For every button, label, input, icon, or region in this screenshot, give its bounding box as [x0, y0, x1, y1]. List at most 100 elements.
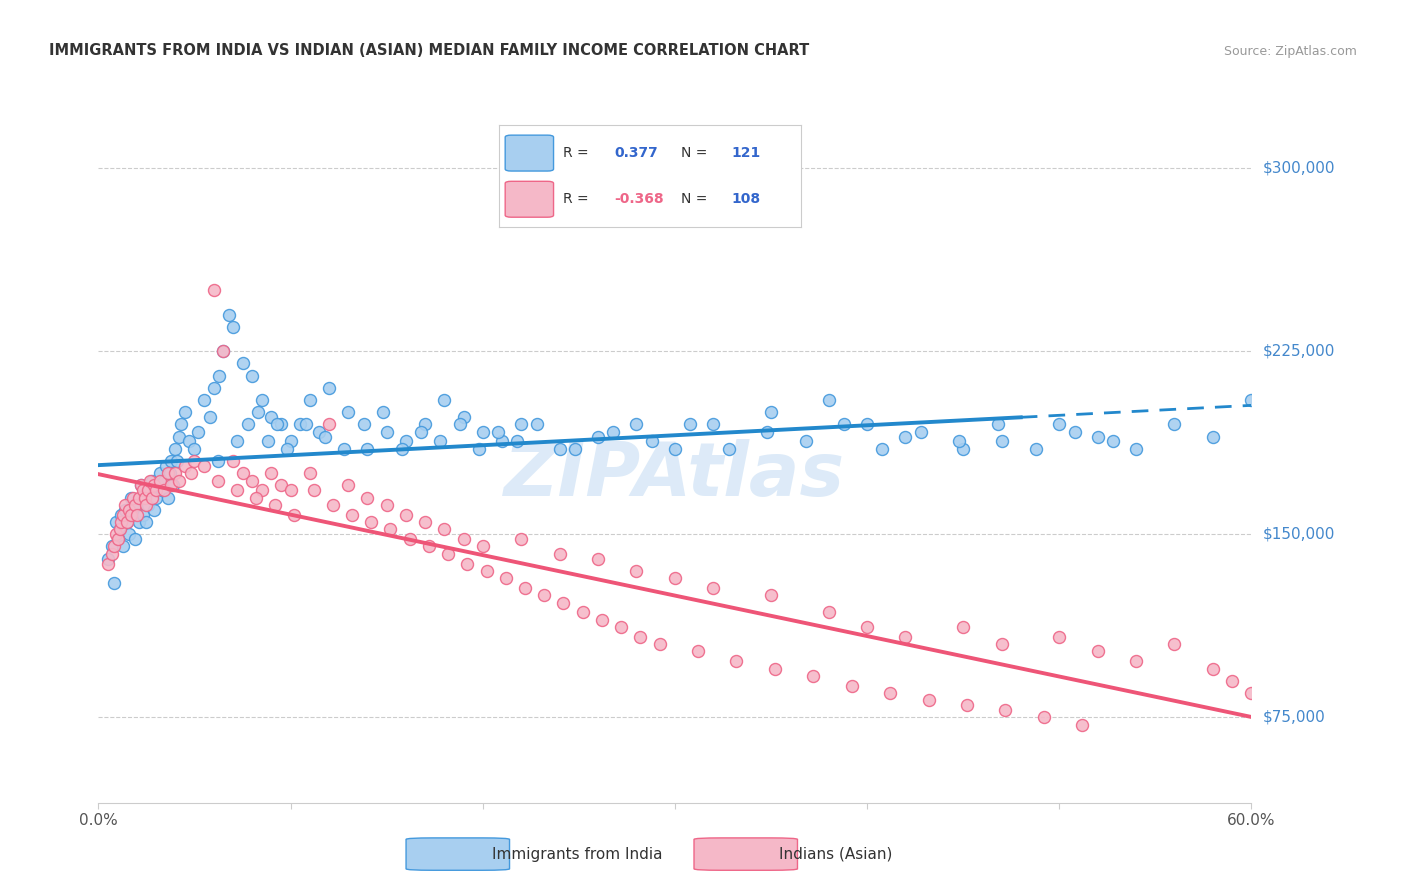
Point: [198, 410, 221, 425]
Text: R =: R =: [562, 146, 588, 160]
Point: [468, 442, 491, 456]
Point: [413, 417, 436, 432]
Point: [380, 522, 402, 536]
Point: [155, 458, 177, 473]
Point: [149, 467, 172, 481]
Point: [108, 522, 131, 536]
Point: [180, 467, 202, 481]
Point: [322, 498, 344, 512]
Point: [150, 483, 173, 498]
Point: [122, 503, 145, 517]
Point: [270, 417, 292, 432]
Point: [187, 425, 209, 439]
Point: [471, 540, 494, 554]
Point: [104, 527, 127, 541]
Point: [231, 356, 254, 370]
Point: [240, 368, 263, 383]
Point: [564, 442, 586, 456]
Point: [134, 491, 156, 505]
Point: [120, 508, 142, 522]
Point: [437, 547, 460, 561]
Point: [510, 417, 533, 432]
Point: [129, 478, 152, 492]
Point: [193, 392, 215, 407]
Point: [318, 381, 340, 395]
Point: [183, 442, 205, 456]
Point: [134, 491, 156, 505]
Point: [917, 693, 939, 707]
Point: [174, 458, 197, 473]
Point: [491, 434, 513, 449]
Point: [453, 410, 475, 425]
Point: [333, 442, 356, 456]
Point: [1220, 673, 1243, 688]
Point: [759, 588, 782, 602]
Point: [610, 620, 633, 634]
Point: [879, 686, 901, 700]
Point: [602, 425, 624, 439]
Point: [586, 551, 609, 566]
Point: [717, 442, 740, 456]
Point: [193, 458, 215, 473]
Point: [910, 425, 932, 439]
Point: [702, 581, 724, 595]
Point: [167, 429, 190, 443]
Point: [170, 417, 193, 432]
Point: [1087, 429, 1109, 443]
Point: [165, 442, 187, 456]
Point: [112, 508, 135, 522]
FancyBboxPatch shape: [695, 838, 797, 871]
Point: [548, 442, 571, 456]
Point: [260, 467, 283, 481]
Point: [141, 491, 163, 505]
Point: [1047, 417, 1070, 432]
Point: [125, 508, 148, 522]
Point: [108, 522, 131, 536]
Point: [159, 467, 181, 481]
Point: [103, 540, 125, 554]
Point: [1240, 392, 1263, 407]
Point: [125, 498, 148, 512]
Point: [231, 467, 254, 481]
Point: [101, 540, 124, 554]
Point: [1163, 417, 1185, 432]
Point: [143, 503, 166, 517]
Point: [117, 515, 138, 529]
Point: [207, 474, 229, 488]
Point: [117, 515, 138, 529]
Point: [156, 491, 179, 505]
Point: [298, 392, 321, 407]
Point: [894, 429, 917, 443]
Point: [276, 442, 298, 456]
Point: [128, 515, 150, 529]
Point: [571, 606, 593, 620]
Point: [340, 508, 363, 522]
Point: [212, 344, 235, 359]
Point: [591, 613, 613, 627]
FancyBboxPatch shape: [406, 838, 509, 871]
Point: [165, 467, 187, 481]
Point: [817, 606, 839, 620]
Point: [1063, 425, 1085, 439]
Point: [1125, 654, 1147, 668]
Point: [283, 508, 305, 522]
Point: [664, 571, 686, 585]
Point: [952, 620, 974, 634]
Point: [202, 381, 225, 395]
Point: [413, 515, 436, 529]
Point: [208, 368, 231, 383]
Point: [641, 434, 664, 449]
Point: [97, 557, 120, 571]
Point: [475, 564, 498, 578]
Point: [131, 508, 153, 522]
Point: [245, 491, 267, 505]
Point: [1025, 442, 1047, 456]
Point: [212, 344, 235, 359]
Point: [990, 434, 1012, 449]
Point: [686, 644, 709, 658]
Text: 0.377: 0.377: [614, 146, 658, 160]
Point: [101, 547, 124, 561]
Point: [110, 515, 132, 529]
Point: [725, 654, 748, 668]
Point: [453, 532, 475, 546]
